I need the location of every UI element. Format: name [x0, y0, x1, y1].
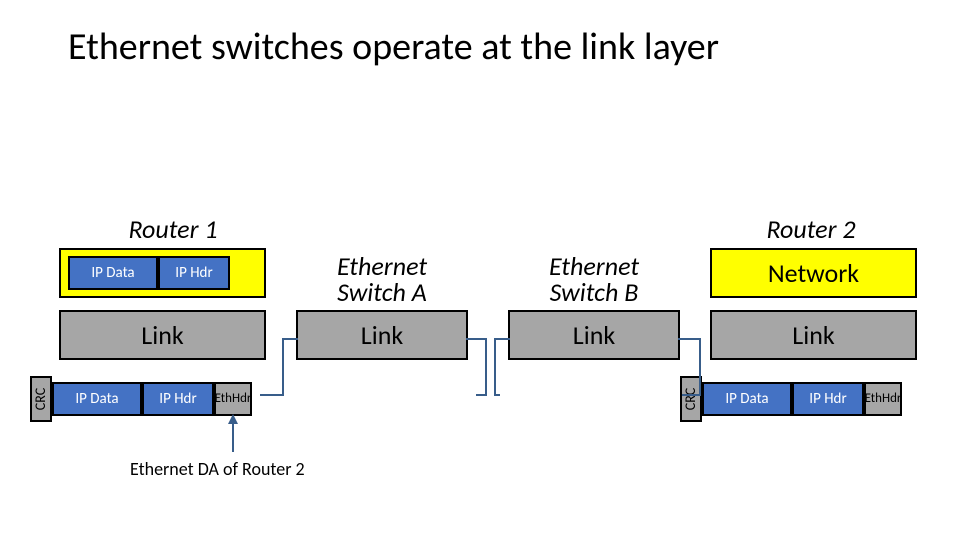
box-r2-network: Network	[710, 248, 917, 298]
packet-left-ipdata: IP Data	[52, 382, 142, 416]
label-router-1: Router 1	[103, 213, 243, 245]
packet-left-iphdr: IP Hdr	[142, 382, 214, 416]
packet-left-crc-text: CRC	[34, 388, 48, 410]
box-sb-link-text: Link	[573, 319, 615, 351]
slide-title: Ethernet switches operate at the link la…	[68, 24, 719, 70]
box-r2-net-text: Network	[768, 257, 859, 289]
packet-left-eth-l1: Eth	[215, 392, 232, 406]
label-switch-b-line2: Switch B	[524, 276, 664, 308]
packet-right-eth-l1: Eth	[865, 392, 882, 406]
packet-right-iphdr: IP Hdr	[792, 382, 864, 416]
packet-right-crc-text: CRC	[684, 388, 698, 410]
box-r2-link-text: Link	[792, 319, 834, 351]
packet-right-crc: CRC	[680, 376, 702, 422]
box-r1-link-text: Link	[141, 319, 183, 351]
packet-left-crc: CRC	[30, 376, 52, 422]
packet-top-ipdata: IP Data	[68, 256, 158, 290]
box-r2-link: Link	[710, 310, 917, 360]
caption-eth-da: Ethernet DA of Router 2	[130, 458, 305, 480]
box-switch-a-link: Link	[296, 310, 468, 360]
packet-left-ethhdr: EthHdr	[214, 382, 252, 416]
box-switch-b-link: Link	[508, 310, 680, 360]
packet-right-ethhdr: EthHdr	[864, 382, 902, 416]
box-r1-link: Link	[59, 310, 266, 360]
packet-left-eth-l2: Hdr	[232, 392, 251, 406]
label-router-2: Router 2	[741, 213, 881, 245]
box-sa-link-text: Link	[361, 319, 403, 351]
packet-top-iphdr: IP Hdr	[158, 256, 230, 290]
packet-right-ipdata: IP Data	[702, 382, 792, 416]
label-switch-a-line2: Switch A	[312, 276, 452, 308]
packet-right-eth-l2: Hdr	[882, 392, 901, 406]
